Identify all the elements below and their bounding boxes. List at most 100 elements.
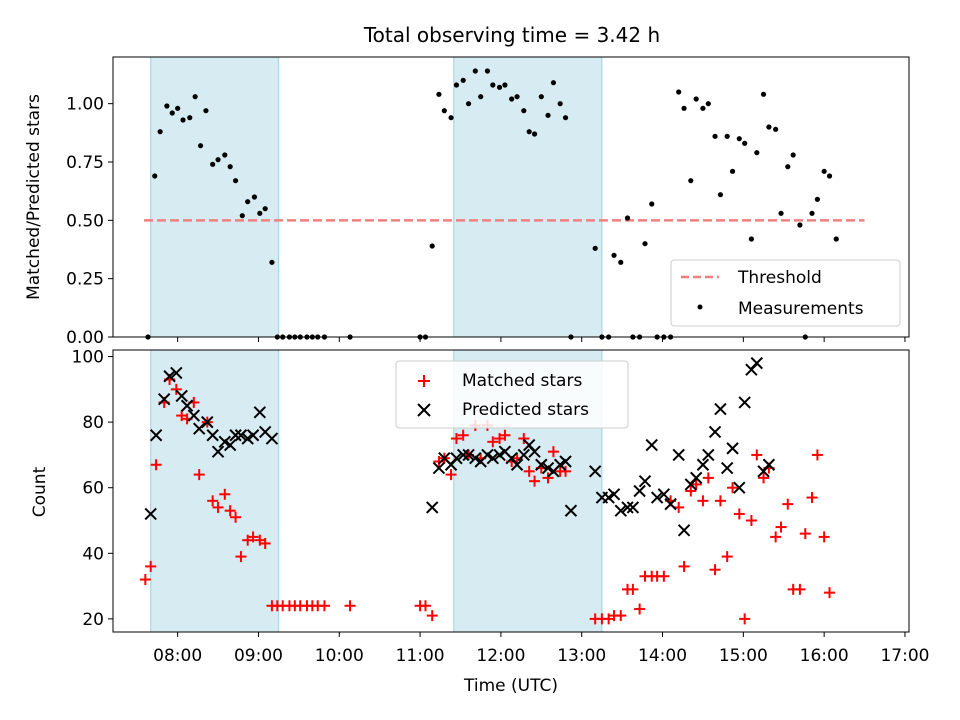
predicted-star-point — [638, 474, 652, 488]
measurement-point — [712, 133, 718, 139]
predicted-star-point — [253, 406, 267, 419]
matched-star-point — [529, 475, 541, 487]
measurement-point — [239, 213, 245, 219]
matched-star-point — [770, 531, 782, 543]
matched-star-point — [547, 446, 559, 458]
predicted-star-point — [672, 448, 685, 462]
measurement-point — [232, 178, 239, 184]
y-tick-label: 1.00 — [66, 95, 104, 115]
measurement-point — [262, 206, 268, 212]
measurement-point — [724, 133, 730, 139]
x-tick-label: 13:00 — [557, 646, 606, 666]
x-axis-label: Time (UTC) — [463, 676, 558, 696]
matched-star-point — [709, 564, 721, 576]
matched-star-point — [727, 482, 739, 494]
top-legend: Threshold Measurements — [670, 259, 901, 327]
chart-title: Total observing time = 3.42 h — [363, 23, 660, 47]
top-panel: Total observing time = 3.42 h 0.000.250.… — [24, 23, 910, 348]
measurement-point — [180, 117, 186, 123]
predicted-star-point — [726, 442, 739, 455]
matched-star-point — [445, 469, 457, 481]
matched-star-point — [739, 613, 751, 625]
matched-star-point — [721, 551, 733, 563]
measurement-point — [157, 129, 163, 135]
matched-star-point — [518, 433, 530, 445]
predicted-star-point — [246, 429, 260, 442]
bottom-legend: Matched stars Predicted stars — [395, 360, 629, 429]
measurement-point — [826, 173, 833, 179]
predicted-star-point — [187, 409, 201, 422]
predicted-star-point — [626, 501, 640, 514]
measurement-point — [526, 129, 532, 135]
bottom-panel: 20 40 60 80 100 08:00 09:00 10:00 11:00 12:00 13:… — [30, 348, 929, 696]
measurement-point — [436, 91, 442, 97]
predicted-star-point — [689, 471, 703, 485]
measurement-point — [164, 103, 170, 109]
predicted-star-point — [738, 396, 751, 409]
matched-star-point — [344, 600, 356, 612]
measurement-points — [145, 68, 839, 340]
matched-star-point — [139, 574, 151, 586]
legend-measurements-swatch — [697, 304, 703, 310]
matched-star-point — [697, 495, 709, 507]
matched-star-point — [634, 603, 646, 615]
x-tick-label: 10:00 — [315, 646, 364, 666]
measurement-point — [538, 94, 544, 100]
y-tick-label: 100 — [72, 348, 104, 368]
matched-star-point — [450, 433, 462, 445]
measurement-point — [700, 105, 706, 111]
measurement-point — [496, 84, 503, 90]
measurement-point — [490, 82, 496, 88]
top-y-axis-ticks: 0.00 0.25 0.50 0.75 1.00 — [66, 95, 113, 348]
measurement-point — [429, 243, 435, 249]
matched-star-point — [615, 610, 627, 622]
measurement-point — [257, 210, 263, 216]
bottom-x-axis-ticks: 08:00 09:00 10:00 11:00 12:00 13:00 14:00 15:00… — [153, 632, 929, 666]
matched-star-point — [560, 465, 572, 477]
legend-threshold-label: Threshold — [737, 268, 822, 288]
matched-star-point — [824, 587, 836, 599]
legend-measurements-label: Measurements — [738, 299, 864, 319]
measurement-point — [681, 105, 687, 111]
x-tick-label: 14:00 — [638, 646, 687, 666]
predicted-star-point — [559, 455, 572, 468]
predicted-star-point — [510, 458, 524, 471]
matched-star-point — [733, 508, 745, 520]
measurement-point — [197, 143, 204, 149]
predicted-star-point — [750, 356, 764, 370]
predicted-star-point — [517, 448, 531, 462]
predicted-star-point — [614, 504, 627, 517]
x-tick-label: 12:00 — [476, 646, 525, 666]
matched-star-point — [230, 511, 242, 523]
measurement-point — [736, 136, 742, 142]
predicted-star-point — [664, 497, 677, 511]
measurement-point — [729, 168, 736, 174]
predicted-star-point — [170, 366, 183, 380]
measurement-point — [748, 236, 755, 242]
predicted-star-point — [456, 448, 470, 462]
measurement-point — [809, 210, 815, 216]
measurement-point — [545, 112, 551, 118]
matched-star-point — [745, 515, 757, 527]
measurement-point — [550, 80, 557, 86]
measurement-point — [448, 115, 454, 121]
predicted-star-point — [564, 504, 578, 517]
legend-predicted-label: Predicted stars — [462, 400, 589, 420]
measurement-point — [227, 164, 233, 170]
predicted-star-point — [633, 484, 646, 498]
bottom-plot-frame — [112, 349, 910, 633]
predicted-star-point — [714, 402, 727, 416]
measurement-point — [472, 68, 478, 74]
measurement-point — [222, 152, 228, 158]
matched-star-point — [219, 488, 231, 500]
measurement-point — [245, 199, 251, 205]
y-tick-label: 40 — [82, 544, 104, 564]
measurement-point — [192, 94, 198, 100]
predicted-star-point — [450, 452, 463, 465]
bottom-y-axis-label: Count — [30, 466, 50, 517]
matched-star-point — [751, 449, 763, 461]
bottom-legend-box — [395, 360, 629, 429]
matched-star-point — [775, 521, 787, 533]
y-tick-label: 0.50 — [66, 211, 104, 231]
measurement-point — [169, 110, 175, 116]
